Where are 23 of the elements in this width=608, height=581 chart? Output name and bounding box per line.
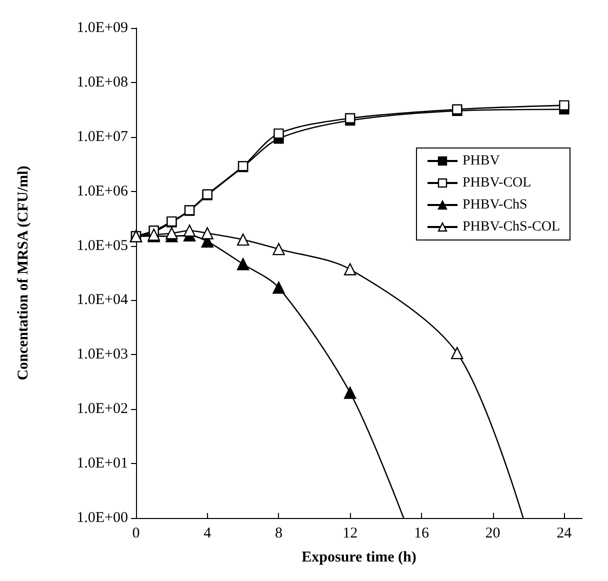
x-tick-label: 20 [485,526,500,542]
y-tick-label: 1.0E+07 [76,128,128,145]
y-tick-label: 1.0E+08 [76,74,128,90]
x-tick-label: 12 [342,526,358,542]
y-axis-title: Concentation of MRSA (CFU/ml) [16,166,32,380]
legend-label: PHBV-COL [462,176,532,190]
y-tick-label: 1.0E+05 [76,238,128,254]
x-tick-label: 16 [414,526,430,542]
x-tick-label: 8 [274,526,282,542]
y-tick-label: 1.0E+03 [76,346,128,363]
y-tick-label: 1.0E+04 [76,292,128,308]
y-tick-label: 1.0E+06 [76,183,128,200]
legend-label: PHBV-ChS-COL [462,220,560,234]
x-tick-label: 4 [204,526,212,542]
x-tick-label: 24 [556,526,572,542]
legend-label: PHBV-ChS [462,198,528,212]
x-tick-label: 0 [132,526,140,542]
x-axis-title: Exposure time (h) [302,550,416,566]
y-tick-label: 1.0E+09 [76,20,128,36]
legend-label: PHBV [462,154,500,168]
y-tick-label: 1.0E+02 [76,401,128,418]
y-tick-label: 1.0E+00 [76,510,128,526]
y-tick-label: 1.0E+01 [76,456,128,472]
